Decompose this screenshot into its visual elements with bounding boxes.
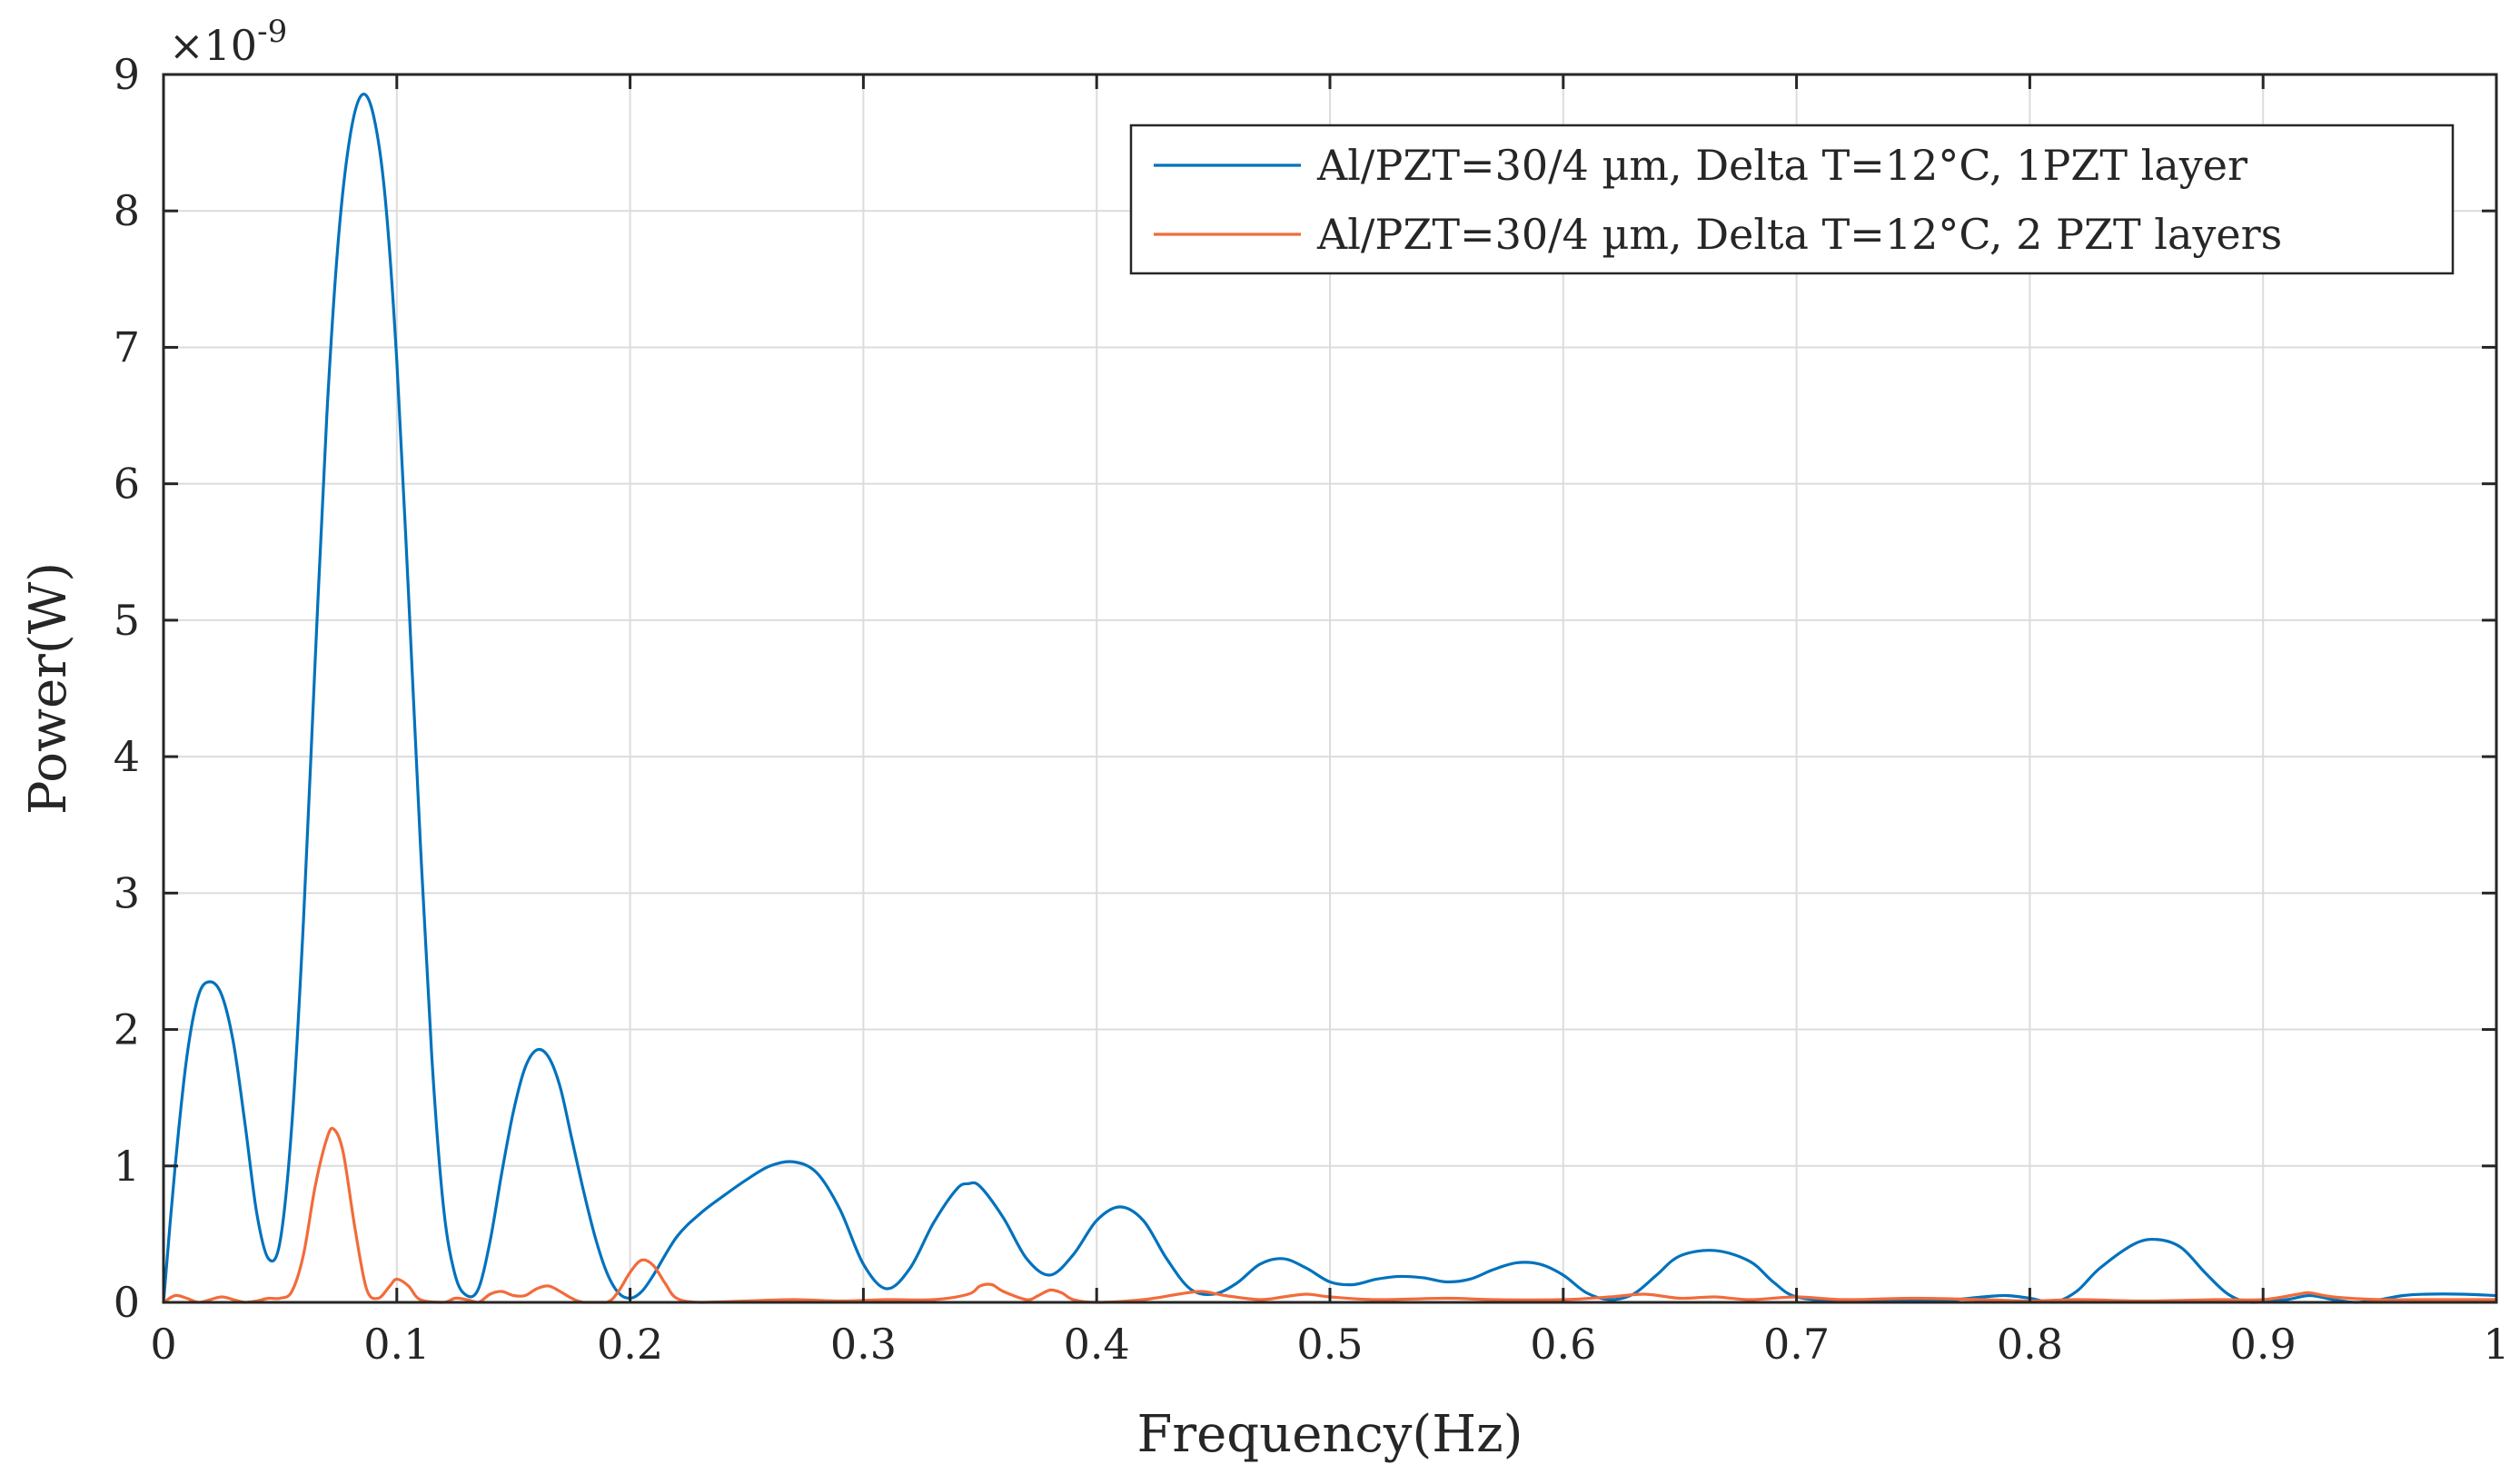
x-tick-label: 0: [150, 1320, 176, 1369]
y-exponent-label: ×10-9: [169, 14, 287, 70]
y-axis-title: Power(W): [19, 562, 78, 815]
y-tick-label: 9: [114, 50, 140, 99]
x-tick-labels: 0 0.1 0.2 0.3 0.4 0.5 0.6 0.7 0.8 0.9 1: [150, 1320, 2509, 1369]
legend-entry-1pzt: Al/PZT=30/4 µm, Delta T=12°C, 1PZT layer: [1316, 141, 2247, 190]
y-tick-label: 3: [114, 868, 140, 917]
series-group: [162, 93, 2498, 1304]
y-tick-label: 1: [114, 1142, 140, 1191]
x-tick-label: 0.3: [830, 1320, 897, 1369]
x-tick-label: 1: [2483, 1320, 2509, 1369]
y-tick-label: 8: [114, 186, 140, 235]
x-tick-label: 0.9: [2230, 1320, 2297, 1369]
x-tick-label: 0.6: [1530, 1320, 1596, 1369]
y-tick-label: 2: [114, 1005, 140, 1054]
y-tick-label: 0: [114, 1278, 140, 1327]
y-tick-label: 6: [114, 460, 140, 509]
x-tick-label: 0.7: [1763, 1320, 1830, 1369]
y-tick-label: 7: [114, 322, 140, 371]
legend-entry-2pzt: Al/PZT=30/4 µm, Delta T=12°C, 2 PZT laye…: [1316, 210, 2282, 259]
x-tick-label: 0.4: [1064, 1320, 1130, 1369]
legend-box: [1129, 124, 2455, 275]
y-tick-labels: 0 1 2 3 4 5 6 7 8 9: [114, 50, 140, 1327]
series-line-2pzt: [162, 1126, 2498, 1304]
x-tick-label: 0.1: [363, 1320, 430, 1369]
x-tick-label: 0.8: [1997, 1320, 2063, 1369]
series-line-1pzt: [162, 93, 2498, 1304]
y-exponent-power: -9: [257, 14, 287, 50]
x-tick-label: 0.5: [1296, 1320, 1363, 1369]
x-axis-title: Frequency(Hz): [1137, 1405, 1523, 1464]
y-tick-label: 4: [114, 732, 140, 781]
x-tick-label: 0.2: [597, 1320, 663, 1369]
legend: Al/PZT=30/4 µm, Delta T=12°C, 1PZT layer…: [1129, 124, 2455, 275]
y-tick-label: 5: [114, 596, 140, 645]
ticks: [162, 73, 2498, 1304]
